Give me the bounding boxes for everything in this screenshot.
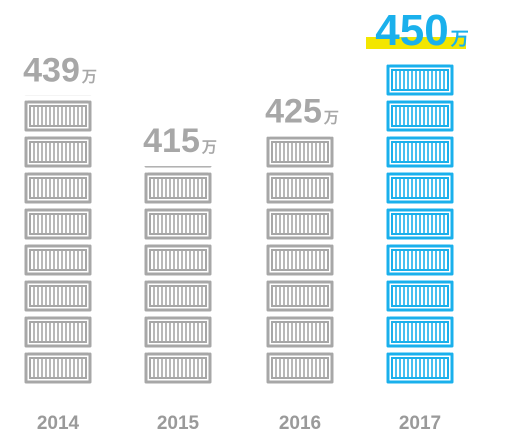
crate-stack xyxy=(386,64,454,384)
value-number: 425 xyxy=(265,93,322,131)
x-tick-label: 2017 xyxy=(399,413,441,432)
value-label: 425 万 xyxy=(265,93,339,131)
value-unit: 万 xyxy=(81,68,97,85)
x-tick-label: 2016 xyxy=(279,413,321,432)
value-unit: 万 xyxy=(201,139,217,156)
crate-stack xyxy=(24,95,92,384)
value-unit: 万 xyxy=(323,110,339,127)
value-label: 450 万 xyxy=(375,6,468,55)
crate-stack xyxy=(266,136,334,384)
value-unit: 万 xyxy=(450,29,469,49)
value-label: 439 万 xyxy=(23,51,97,89)
highlight-mark xyxy=(366,37,466,49)
crate-stack xyxy=(144,166,212,384)
value-number: 439 xyxy=(23,51,80,89)
x-tick-label: 2015 xyxy=(157,413,200,432)
value-number: 415 xyxy=(143,122,200,160)
x-tick-label: 2014 xyxy=(37,413,80,432)
value-number: 450 xyxy=(375,6,448,55)
value-label: 415 万 xyxy=(143,122,217,160)
